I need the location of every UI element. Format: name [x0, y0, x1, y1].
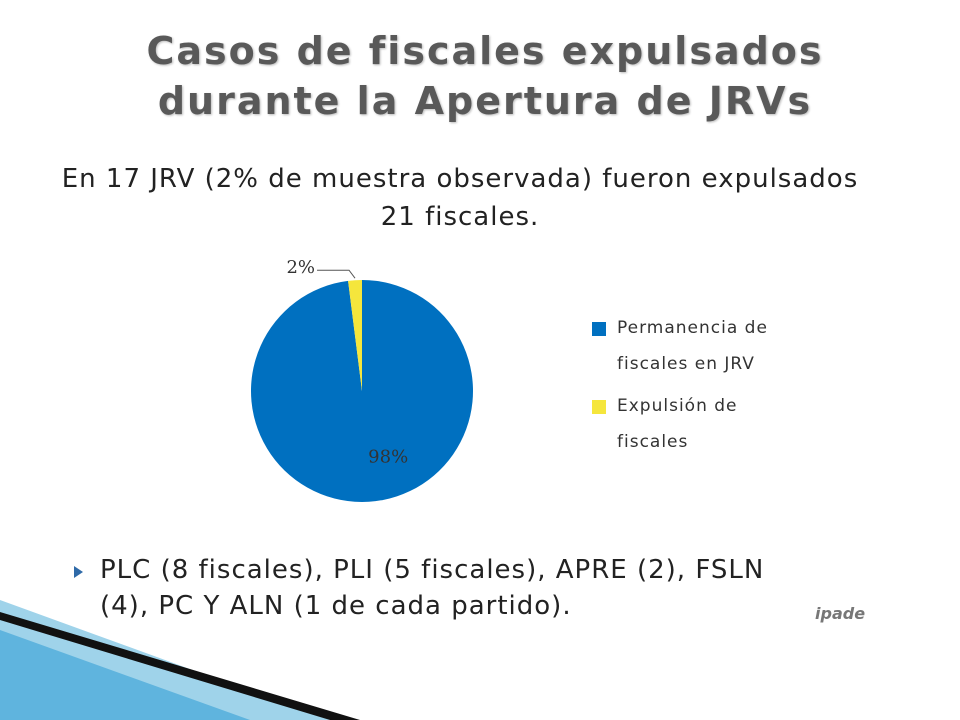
decoration [0, 612, 360, 720]
data-label: 2% [286, 257, 315, 278]
legend-label: Permanencia de fiscales en JRV [617, 318, 768, 374]
pie-slice [348, 280, 362, 391]
summary: En 17 JRV (2% de muestra observada) fuer… [61, 164, 859, 232]
pie-slice [250, 280, 473, 502]
pie: 98% 2% [250, 257, 473, 502]
legend-item: Expulsión de fiscales [592, 388, 812, 460]
legend-swatch [592, 322, 606, 336]
bullet-marker [74, 566, 83, 578]
bullet-text: PLC (8 fiscales), PLI (5 fiscales), APRE… [100, 555, 765, 621]
leader-line [317, 269, 356, 279]
legend-item: Permanencia de fiscales en JRV [592, 310, 812, 382]
slide-title: Casos de fiscales expulsados durante la … [146, 29, 824, 123]
legend: Permanencia de fiscales en JRV Expulsión … [592, 310, 812, 466]
decoration [0, 630, 250, 720]
data-label: 98% [368, 446, 408, 467]
legend-swatch [592, 400, 606, 414]
logo: ipade [815, 604, 866, 623]
legend-label: Expulsión de fiscales [617, 396, 738, 452]
